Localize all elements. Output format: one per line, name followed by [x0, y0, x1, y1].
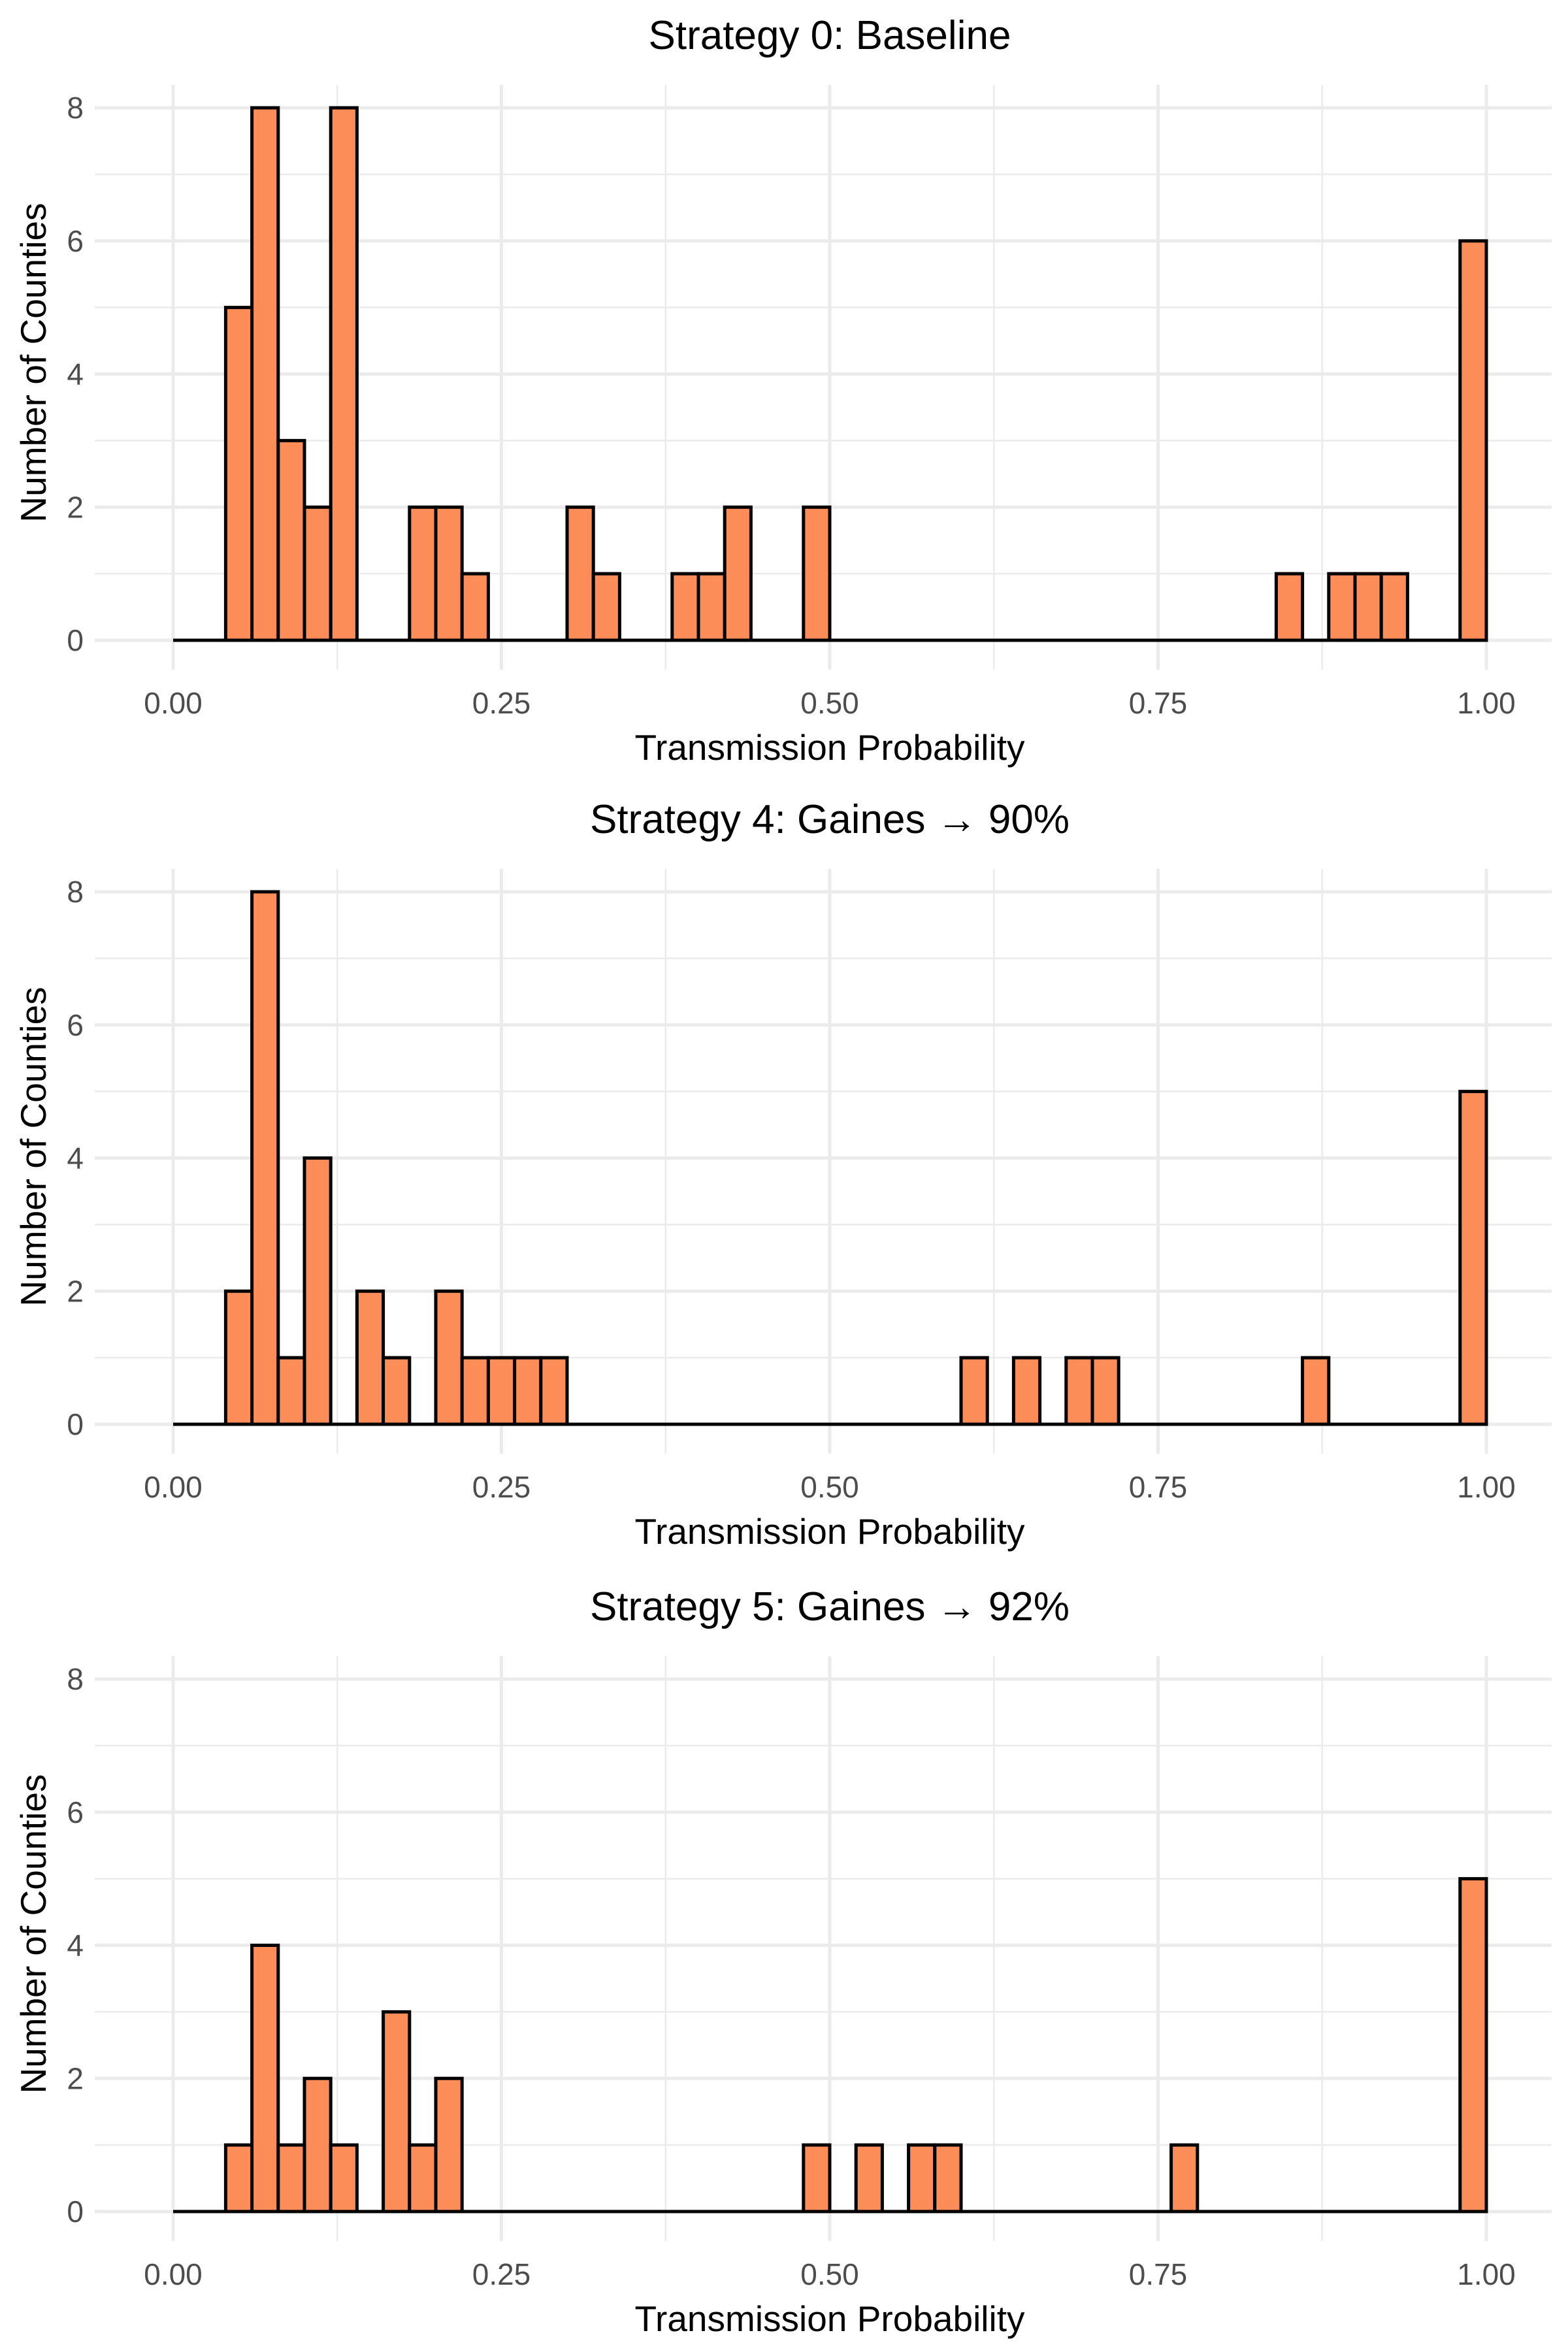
histogram-bar — [250, 890, 280, 1426]
histogram-bar — [723, 505, 753, 642]
y-tick-label: 2 — [67, 2061, 84, 2095]
histogram-bar — [696, 572, 727, 642]
x-axis-title: Transmission Probability — [634, 727, 1025, 768]
histogram-bar — [329, 2143, 359, 2213]
histogram-bar — [1090, 1356, 1120, 1426]
histogram-bar — [1169, 2143, 1200, 2213]
y-axis-title: Number of Counties — [13, 987, 54, 1306]
x-tick-label: 0.25 — [472, 1470, 531, 1504]
histogram-bar — [223, 306, 254, 642]
x-tick-label: 0.00 — [144, 686, 203, 720]
histogram-bar — [1353, 572, 1383, 642]
histogram-bar — [302, 505, 333, 642]
histogram-bar — [355, 1289, 385, 1426]
histogram-bar — [1064, 1356, 1094, 1426]
panel-title: Strategy 4: Gaines → 90% — [590, 797, 1070, 842]
histogram-bar — [565, 505, 595, 642]
x-axis-title: Transmission Probability — [634, 1511, 1025, 1552]
histogram-bar — [907, 2143, 937, 2213]
y-tick-label: 0 — [67, 623, 84, 657]
histogram-bar — [1274, 572, 1305, 642]
x-tick-label: 0.00 — [144, 1470, 203, 1504]
x-tick-label: 0.75 — [1129, 686, 1188, 720]
histogram-bar — [1301, 1356, 1331, 1426]
y-tick-label: 8 — [67, 875, 84, 909]
histogram-bar — [250, 1944, 280, 2213]
histogram-bar — [1379, 572, 1409, 642]
histogram-bar — [434, 2076, 464, 2213]
histogram-bar — [933, 2143, 963, 2213]
y-tick-label: 6 — [67, 224, 84, 258]
y-tick-label: 6 — [67, 1795, 84, 1829]
x-tick-label: 0.25 — [472, 686, 531, 720]
histogram-bar — [1458, 239, 1488, 642]
histogram-bar — [250, 106, 280, 642]
histogram-bar — [591, 572, 621, 642]
x-tick-label: 0.50 — [800, 2257, 859, 2291]
histogram-bar — [1458, 1877, 1488, 2213]
histogram-bar — [1011, 1356, 1042, 1426]
y-tick-label: 4 — [67, 1141, 84, 1175]
histogram-bar — [434, 1289, 464, 1426]
x-axis-title: Transmission Probability — [634, 2298, 1025, 2339]
y-tick-label: 2 — [67, 490, 84, 524]
x-tick-label: 0.75 — [1129, 1470, 1188, 1504]
x-tick-label: 1.00 — [1457, 686, 1516, 720]
histogram-bar — [539, 1356, 569, 1426]
x-tick-label: 1.00 — [1457, 2257, 1516, 2291]
y-tick-label: 8 — [67, 91, 84, 125]
y-tick-label: 4 — [67, 357, 84, 391]
histogram-bar — [408, 505, 438, 642]
histogram-bar — [460, 1356, 490, 1426]
y-tick-label: 4 — [67, 1929, 84, 1963]
x-tick-label: 0.00 — [144, 2257, 203, 2291]
histogram-bar — [854, 2143, 884, 2213]
y-tick-label: 8 — [67, 1662, 84, 1696]
y-tick-label: 6 — [67, 1008, 84, 1042]
histogram-bar — [1458, 1090, 1488, 1426]
x-tick-label: 1.00 — [1457, 1470, 1516, 1504]
histogram-bar — [802, 505, 832, 642]
histogram-bar — [1327, 572, 1357, 642]
histogram-bar — [434, 505, 464, 642]
histogram-bar — [302, 1156, 333, 1426]
histogram-bar — [276, 2143, 306, 2213]
histogram-bar — [486, 1356, 517, 1426]
y-tick-label: 0 — [67, 1407, 84, 1441]
x-tick-label: 0.50 — [800, 686, 859, 720]
histogram-bar — [460, 572, 490, 642]
histogram-bar — [276, 1356, 306, 1426]
histogram-bar — [223, 2143, 254, 2213]
histogram-bar — [223, 1289, 254, 1426]
y-axis-title: Number of Counties — [13, 203, 54, 522]
y-tick-label: 0 — [67, 2195, 84, 2229]
y-axis-title: Number of Counties — [13, 1774, 54, 2093]
histogram-bar — [276, 438, 306, 642]
histogram-bar — [382, 2010, 412, 2213]
histogram-bar — [382, 1356, 412, 1426]
histogram-bar — [802, 2143, 832, 2213]
histogram-bar — [959, 1356, 989, 1426]
x-tick-label: 0.75 — [1129, 2257, 1188, 2291]
x-tick-label: 0.50 — [800, 1470, 859, 1504]
histogram-bar — [408, 2143, 438, 2213]
histogram-bar — [670, 572, 700, 642]
histogram-bar — [302, 2076, 333, 2213]
x-tick-label: 0.25 — [472, 2257, 531, 2291]
panel-title: Strategy 5: Gaines → 92% — [590, 1584, 1070, 1629]
y-tick-label: 2 — [67, 1274, 84, 1308]
histogram-bar — [513, 1356, 543, 1426]
histogram-bar — [329, 106, 359, 642]
panel-title: Strategy 0: Baseline — [649, 13, 1011, 58]
